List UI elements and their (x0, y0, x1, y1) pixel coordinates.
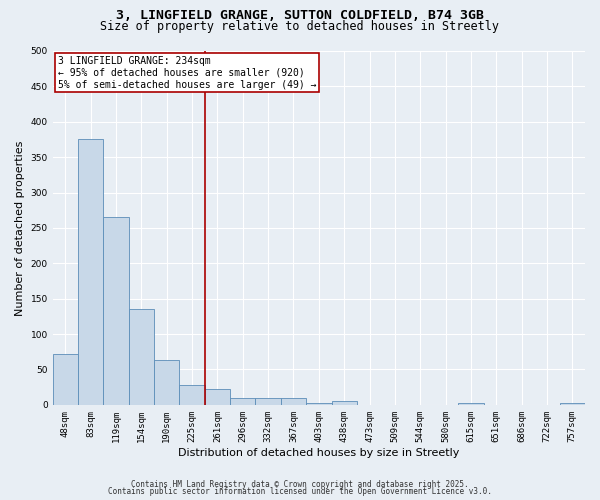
X-axis label: Distribution of detached houses by size in Streetly: Distribution of detached houses by size … (178, 448, 460, 458)
Bar (103, 218, 129, 405)
Bar (129, 310, 154, 405)
Bar (306, 402, 332, 405)
Text: 3 LINGFIELD GRANGE: 234sqm
← 95% of detached houses are smaller (920)
5% of semi: 3 LINGFIELD GRANGE: 234sqm ← 95% of deta… (58, 56, 316, 90)
Bar (154, 360, 179, 405)
Bar (332, 402, 357, 405)
Text: 3, LINGFIELD GRANGE, SUTTON COLDFIELD, B74 3GB: 3, LINGFIELD GRANGE, SUTTON COLDFIELD, B… (116, 9, 484, 22)
Bar (230, 398, 256, 405)
Bar (560, 404, 585, 405)
Bar (281, 398, 306, 405)
Y-axis label: Number of detached properties: Number of detached properties (15, 140, 25, 316)
Bar (205, 390, 230, 405)
Bar (179, 385, 205, 405)
Bar (458, 402, 484, 405)
Text: Contains public sector information licensed under the Open Government Licence v3: Contains public sector information licen… (108, 487, 492, 496)
Bar (78, 140, 103, 405)
Bar (53, 354, 78, 405)
Text: Size of property relative to detached houses in Streetly: Size of property relative to detached ho… (101, 20, 499, 33)
Text: Contains HM Land Registry data © Crown copyright and database right 2025.: Contains HM Land Registry data © Crown c… (131, 480, 469, 489)
Bar (256, 398, 281, 405)
